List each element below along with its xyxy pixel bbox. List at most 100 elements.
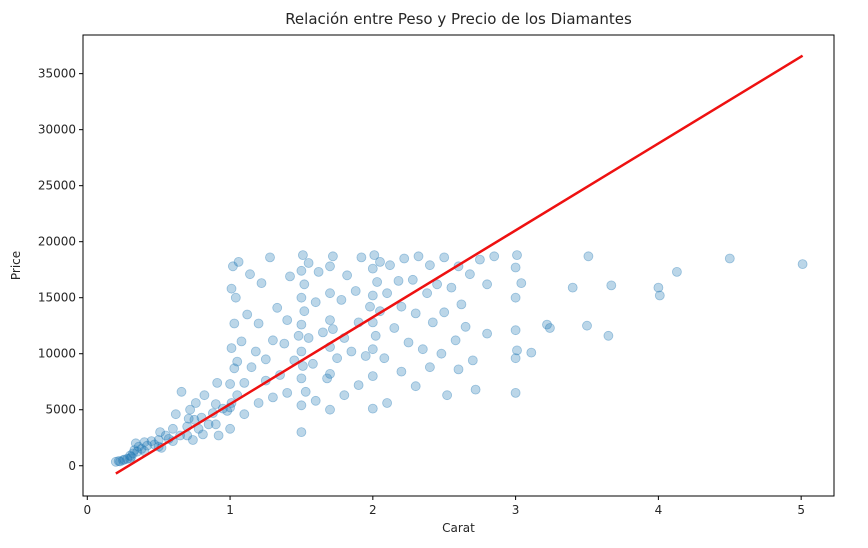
scatter-point (226, 283, 237, 294)
scatter-point (367, 403, 378, 414)
scatter-point (512, 250, 522, 261)
scatter-point (372, 277, 383, 287)
scatter-point (299, 279, 310, 290)
scatter-point (296, 373, 307, 384)
scatter-point (510, 292, 521, 303)
scatter-point (360, 351, 371, 361)
plot-frame (82, 34, 835, 497)
scatter-point (285, 271, 295, 282)
y-tick-label: 5000 (45, 403, 76, 417)
scatter-point (606, 280, 617, 291)
scatter-point (382, 288, 393, 299)
y-tick-label: 25000 (38, 179, 76, 193)
scatter-point (296, 400, 307, 411)
x-tick-label: 2 (369, 503, 377, 517)
scatter-point (113, 456, 124, 466)
scatter-point (139, 437, 150, 448)
scatter-point (439, 252, 450, 263)
scatter-point (367, 371, 378, 382)
scatter-point (510, 262, 521, 273)
scatter-point (130, 438, 141, 449)
scatter-point (155, 427, 166, 438)
scatter-point (129, 445, 140, 456)
scatter-point (115, 456, 125, 467)
scatter-point (232, 356, 243, 367)
scatter-point (467, 355, 478, 366)
scatter-point (583, 251, 594, 262)
scatter-point (133, 441, 144, 452)
scatter-point (242, 309, 253, 320)
scatter-point (272, 302, 283, 313)
scatter-point (385, 260, 395, 271)
scatter-point (375, 256, 385, 267)
scatter-point (296, 265, 307, 276)
scatter-point (229, 318, 240, 329)
x-tick-label: 3 (512, 503, 520, 517)
scatter-point (303, 258, 314, 268)
x-axis-ticks: 0 1 2 3 4 5 (83, 496, 805, 517)
scatter-point (229, 363, 240, 374)
scatter-point (142, 440, 153, 451)
scatter-point (399, 253, 410, 264)
y-axis-title: Price (9, 251, 23, 280)
scatter-point (403, 337, 414, 348)
scatter-point (187, 435, 198, 445)
scatter-point (396, 366, 407, 377)
x-tick-label: 0 (83, 503, 91, 517)
scatter-point (296, 319, 307, 330)
scatter-point (365, 301, 375, 312)
scatter-point (245, 269, 255, 280)
scatter-point (332, 353, 343, 364)
scatter-point (417, 344, 428, 355)
scatter-point (236, 336, 247, 347)
scatter-point (296, 346, 307, 357)
scatter-point (225, 379, 236, 389)
scatter-point (396, 301, 407, 312)
scatter-point (422, 288, 433, 299)
scatter-point (110, 456, 121, 467)
scatter-point (189, 414, 200, 425)
scatter-point (474, 254, 485, 265)
scatter-point (303, 333, 314, 343)
scatter-point (350, 286, 361, 296)
scatter-point (199, 390, 210, 401)
scatter-point (367, 263, 378, 274)
y-tick-label: 30000 (38, 123, 76, 137)
scatter-point (567, 282, 578, 293)
scatter-point (327, 324, 338, 335)
scatter-point (203, 419, 214, 430)
scatter-point (297, 250, 308, 261)
scatter-point (239, 409, 250, 420)
scatter-point (210, 419, 221, 430)
x-tick-label: 4 (655, 503, 663, 517)
scatter-point (410, 381, 421, 392)
x-tick-label: 1 (226, 503, 234, 517)
scatter-point (183, 413, 194, 424)
scatter-point (470, 384, 481, 395)
scatter-point (253, 398, 264, 408)
scatter-point (256, 278, 267, 289)
scatter-point (233, 256, 244, 267)
scatter-point (153, 435, 164, 445)
scatter-point (460, 321, 471, 332)
scatter-point (327, 251, 338, 262)
scatter-point (325, 368, 335, 379)
scatter-point (653, 282, 664, 293)
scatter-point (516, 278, 527, 289)
scatter-point (267, 392, 278, 403)
scatter-point (325, 404, 335, 415)
scatter-point (230, 292, 241, 303)
scatter-point (313, 266, 324, 277)
scatter-point (542, 319, 552, 330)
scatter-point (482, 279, 493, 290)
y-tick-label: 10000 (38, 347, 76, 361)
scatter-point (125, 453, 136, 464)
scatter-point (185, 404, 196, 415)
scatter-point (226, 343, 237, 354)
scatter-point (526, 347, 537, 358)
scatter-point (296, 427, 307, 438)
scatter-point (317, 327, 328, 338)
scatter-point (310, 395, 321, 406)
scatter-point (379, 353, 390, 364)
scatter-point (132, 446, 143, 457)
